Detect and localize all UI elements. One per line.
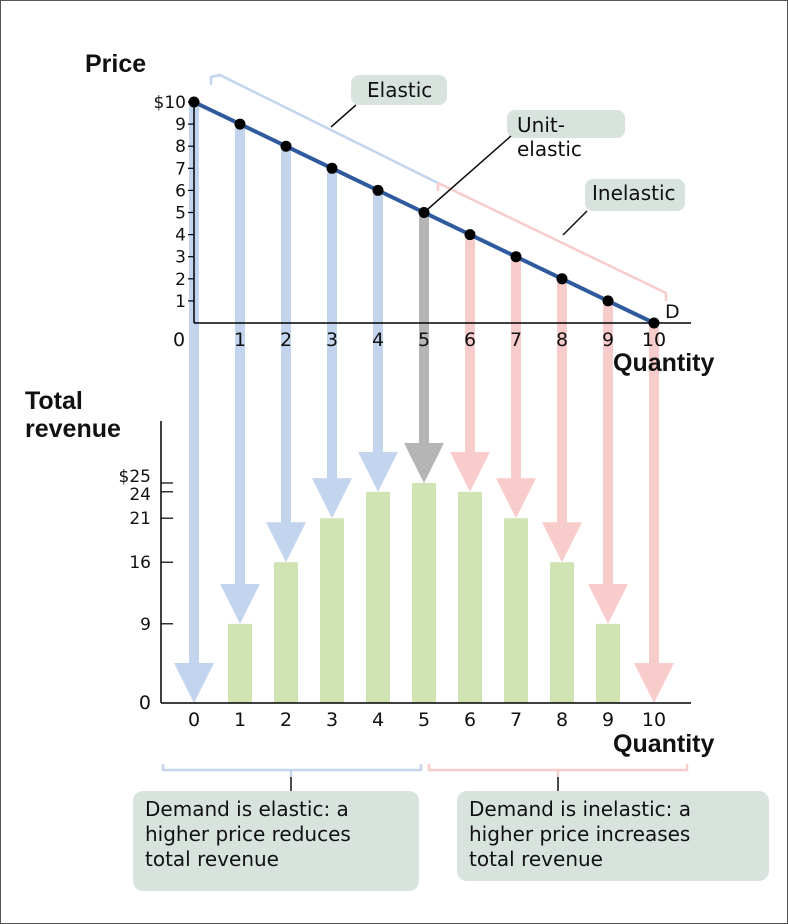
unit-elastic-label-line: Unit- — [517, 113, 565, 137]
inelastic-note: Demand is inelastic: a higher price incr… — [457, 791, 769, 881]
price-tick-label: 8 — [175, 137, 186, 157]
elastic-leader — [330, 104, 357, 128]
top-quantity-tick-label: 1 — [234, 329, 246, 351]
revenue-tick-label: 24 — [129, 485, 151, 505]
revenue-bar-6 — [458, 491, 482, 703]
revenue-bar-8 — [550, 562, 574, 703]
top-quantity-tick-label: 8 — [556, 329, 568, 351]
top-quantity-tick-label: 5 — [418, 329, 430, 351]
inelastic-callout-box — [585, 179, 685, 211]
price-tick-label: 3 — [175, 248, 186, 268]
top-quantity-tick-label: 6 — [464, 329, 476, 351]
unit-elastic-label: Unit-elastic — [517, 113, 582, 161]
bottom-quantity-axis-title: Quantity — [613, 730, 714, 758]
revenue-bar-2 — [274, 562, 298, 703]
bottom-quantity-tick-label: 0 — [188, 709, 200, 731]
top-quantity-tick-label: 2 — [280, 329, 292, 351]
bottom-quantity-tick-label: 5 — [418, 709, 430, 731]
price-tick-label: 2 — [175, 270, 186, 290]
price-tick-label: 1 — [175, 292, 186, 312]
top-quantity-tick-label: 4 — [372, 329, 384, 351]
price-tick-label: 5 — [175, 204, 186, 224]
demand-point-q0 — [188, 96, 200, 108]
price-tick-label: 9 — [175, 115, 186, 135]
elastic-note: Demand is elastic: a higher price reduce… — [133, 791, 419, 891]
revenue-axis-title-line: revenue — [25, 415, 121, 443]
inelastic-leader — [562, 210, 588, 236]
price-tick-label: $10 — [154, 93, 186, 113]
revenue-bar-3 — [320, 518, 344, 703]
bottom-quantity-tick-label: 9 — [602, 709, 614, 731]
revenue-tick-label: 21 — [129, 509, 151, 529]
top-quantity-tick-label: 7 — [510, 329, 522, 351]
demand-point-q3 — [326, 162, 338, 174]
revenue-bar-5 — [412, 483, 436, 703]
top-quantity-tick-label: 0 — [173, 329, 185, 351]
top-quantity-axis-title: Quantity — [613, 349, 714, 377]
elastic-callout-box — [351, 75, 447, 105]
demand-point-q1 — [234, 118, 246, 130]
demand-point-q5 — [418, 207, 430, 218]
price-tick-label: 4 — [175, 226, 186, 246]
revenue-tick-label: 0 — [139, 692, 151, 714]
bottom-quantity-tick-label: 4 — [372, 709, 384, 731]
revenue-bar-1 — [228, 623, 252, 703]
inelastic-label: Inelastic — [592, 181, 676, 205]
unit-elastic-leader — [427, 135, 512, 210]
price-tick-label: 6 — [175, 181, 186, 201]
bottom-quantity-tick-label: 6 — [464, 709, 476, 731]
bottom-quantity-tick-label: 1 — [234, 709, 246, 731]
unit-elastic-label-line: elastic — [517, 137, 582, 161]
demand-point-q2 — [280, 140, 292, 152]
bottom-quantity-tick-label: 8 — [556, 709, 568, 731]
demand-point-q10 — [648, 317, 660, 329]
inelastic-note-text: Demand is inelastic: a higher price incr… — [469, 797, 692, 871]
revenue-axis-title-line: Total — [25, 387, 83, 415]
top-quantity-tick-label: 9 — [602, 329, 614, 351]
price-axis-title: Price — [85, 50, 146, 78]
unit-elastic-callout-box — [507, 110, 625, 138]
revenue-tick-label: 16 — [129, 553, 151, 573]
demand-point-q6 — [464, 229, 476, 241]
top-quantity-tick-label: 3 — [326, 329, 338, 351]
demand-point-q8 — [556, 273, 568, 285]
bottom-quantity-tick-label: 3 — [326, 709, 338, 731]
demand-point-q9 — [602, 295, 614, 307]
revenue-tick-label: $25 — [119, 467, 151, 487]
top-quantity-tick-label: 10 — [642, 329, 666, 351]
inelastic-brace — [427, 764, 689, 777]
demand-point-q7 — [510, 251, 522, 263]
revenue-bar-4 — [366, 491, 390, 703]
elastic-brace — [161, 764, 423, 777]
revenue-bar-7 — [504, 518, 528, 703]
inelastic-bracket — [437, 181, 668, 301]
revenue-tick-label: 9 — [140, 615, 151, 635]
demand-label: D — [665, 301, 680, 323]
elastic-label: Elastic — [367, 78, 432, 102]
revenue-axis-title: Total revenue — [25, 387, 121, 443]
price-tick-label: 7 — [175, 159, 186, 179]
elastic-note-text: Demand is elastic: a higher price reduce… — [145, 797, 351, 871]
bottom-quantity-tick-label: 10 — [642, 709, 666, 731]
bottom-quantity-tick-label: 7 — [510, 709, 522, 731]
bottom-quantity-tick-label: 2 — [280, 709, 292, 731]
demand-point-q4 — [372, 184, 384, 196]
revenue-bar-9 — [596, 623, 620, 703]
